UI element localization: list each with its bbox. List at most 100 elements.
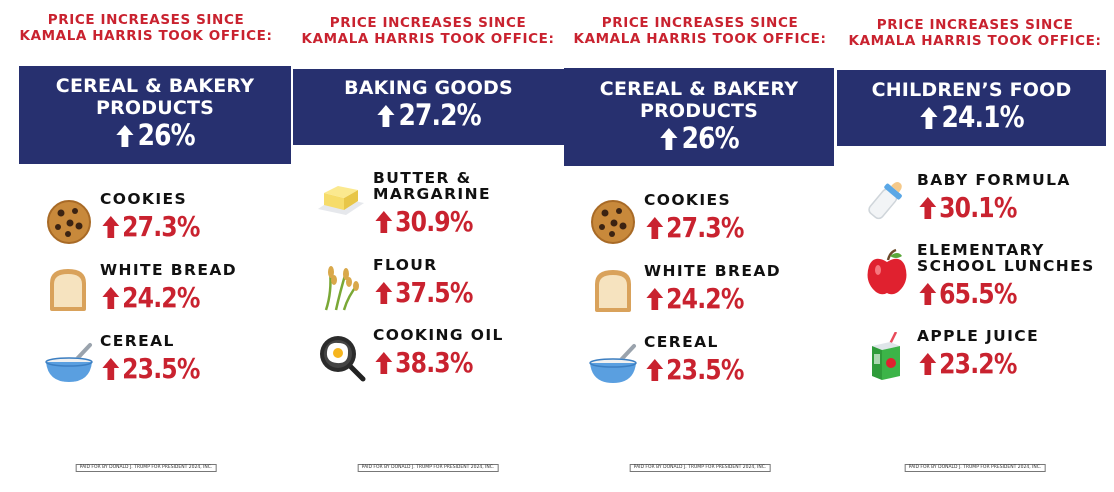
headline-line: KAMALA HARRIS TOOK OFFICE: — [573, 31, 827, 47]
ad-panel: PRICE INCREASES SINCE KAMALA HARRIS TOOK… — [292, 0, 564, 492]
item-value: 30.9% — [375, 207, 473, 237]
item-value: 27.3% — [102, 212, 200, 242]
category-value: 24.1% — [856, 101, 1087, 133]
item-value-text: 24.2% — [666, 282, 744, 315]
arrow-up-icon — [375, 282, 393, 304]
item-value: 38.3% — [375, 348, 473, 378]
disclaimer: PAID FOR BY DONALD J. TRUMP FOR PRESIDEN… — [904, 464, 1046, 472]
item-value-text: 23.5% — [666, 353, 744, 386]
headline-line: KAMALA HARRIS TOOK OFFICE: — [301, 31, 555, 47]
butter-icon — [318, 186, 364, 215]
frying-pan-icon — [320, 336, 366, 382]
wheat-icon — [324, 266, 359, 311]
item-value: 23.5% — [102, 354, 200, 384]
bread-icon — [595, 270, 631, 312]
apple-icon — [867, 248, 907, 295]
headline-line: KAMALA HARRIS TOOK OFFICE: — [19, 28, 273, 44]
cereal-bowl-icon — [589, 344, 637, 383]
category-value-text: 27.2% — [398, 98, 482, 132]
item-label: BUTTER & — [373, 169, 472, 187]
arrow-up-icon — [376, 105, 395, 127]
headline-line: KAMALA HARRIS TOOK OFFICE: — [848, 33, 1102, 49]
disclaimer: PAID FOR BY DONALD J. TRUMP FOR PRESIDEN… — [75, 464, 217, 472]
arrow-up-icon — [646, 359, 664, 381]
item-label: APPLE JUICE — [917, 327, 1040, 345]
arrow-up-icon — [646, 217, 664, 239]
baby-bottle-icon — [868, 182, 902, 220]
arrow-up-icon — [919, 107, 938, 129]
category-value: 26% — [583, 122, 815, 154]
category-value-text: 26% — [137, 118, 196, 152]
category-value-text: 24.1% — [941, 100, 1025, 134]
category-name: CHILDREN’S FOOD — [871, 79, 1072, 101]
item-value-text: 37.5% — [395, 276, 473, 309]
item-label: FLOUR — [373, 256, 438, 274]
category-name: BAKING GOODS — [344, 77, 513, 99]
arrow-up-icon — [102, 287, 120, 309]
item-value: 23.2% — [919, 349, 1017, 379]
disclaimer: PAID FOR BY DONALD J. TRUMP FOR PRESIDEN… — [629, 464, 771, 472]
category-value: 27.2% — [312, 99, 545, 131]
item-value: 37.5% — [375, 278, 473, 308]
item-label: COOKIES — [644, 191, 732, 209]
arrow-up-icon — [102, 216, 120, 238]
category-banner: CHILDREN’S FOOD 24.1% — [837, 70, 1106, 146]
item-value-text: 23.2% — [939, 347, 1017, 380]
item-value: 24.2% — [102, 283, 200, 313]
item-value-text: 30.1% — [939, 191, 1017, 224]
item-value: 65.5% — [919, 279, 1017, 309]
headline-line: PRICE INCREASES SINCE — [329, 15, 527, 31]
item-label: ELEMENTARY — [917, 241, 1045, 259]
headline-line: PRICE INCREASES SINCE — [47, 12, 245, 28]
item-label: CEREAL — [100, 332, 175, 350]
category-name: PRODUCTS — [95, 97, 215, 119]
category-name: CEREAL & BAKERY — [599, 78, 799, 100]
item-value: 23.5% — [646, 355, 744, 385]
item-value-text: 38.3% — [395, 346, 473, 379]
arrow-up-icon — [919, 353, 937, 375]
item-value-text: 27.3% — [666, 211, 744, 244]
headline: PRICE INCREASES SINCE KAMALA HARRIS TOOK… — [836, 17, 1114, 49]
arrow-up-icon — [659, 128, 678, 150]
item-label: BABY FORMULA — [917, 171, 1071, 189]
arrow-up-icon — [919, 283, 937, 305]
category-value: 26% — [38, 119, 272, 151]
category-name: CEREAL & BAKERY — [55, 75, 255, 97]
item-value-text: 24.2% — [122, 281, 200, 314]
category-name: PRODUCTS — [639, 100, 759, 122]
item-label: COOKING OIL — [373, 326, 504, 344]
item-value: 24.2% — [646, 284, 744, 314]
arrow-up-icon — [102, 358, 120, 380]
arrow-up-icon — [919, 197, 937, 219]
ad-panel: PRICE INCREASES SINCE KAMALA HARRIS TOOK… — [564, 0, 836, 492]
headline: PRICE INCREASES SINCE KAMALA HARRIS TOOK… — [0, 12, 292, 44]
juice-box-icon — [872, 332, 900, 380]
category-banner: CEREAL & BAKERY PRODUCTS 26% — [564, 68, 834, 166]
item-label: CEREAL — [644, 333, 719, 351]
item-value: 30.1% — [919, 193, 1017, 223]
category-banner: BAKING GOODS 27.2% — [293, 69, 564, 145]
category-banner: CEREAL & BAKERY PRODUCTS 26% — [19, 66, 291, 164]
arrow-up-icon — [375, 211, 393, 233]
headline-line: PRICE INCREASES SINCE — [601, 15, 799, 31]
item-label: COOKIES — [100, 190, 188, 208]
item-value-text: 27.3% — [122, 210, 200, 243]
item-label: WHITE BREAD — [644, 262, 781, 280]
arrow-up-icon — [646, 288, 664, 310]
item-value-text: 65.5% — [939, 277, 1017, 310]
category-value-text: 26% — [681, 121, 740, 155]
item-label: WHITE BREAD — [100, 261, 237, 279]
arrow-up-icon — [375, 352, 393, 374]
item-label: MARGARINE — [373, 185, 491, 203]
disclaimer: PAID FOR BY DONALD J. TRUMP FOR PRESIDEN… — [357, 464, 499, 472]
cookie-icon — [47, 200, 91, 244]
headline: PRICE INCREASES SINCE KAMALA HARRIS TOOK… — [564, 15, 836, 47]
arrow-up-icon — [115, 125, 134, 147]
headline: PRICE INCREASES SINCE KAMALA HARRIS TOOK… — [292, 15, 564, 47]
item-value-text: 30.9% — [395, 205, 473, 238]
bread-icon — [50, 269, 86, 311]
ad-panel: PRICE INCREASES SINCE KAMALA HARRIS TOOK… — [836, 0, 1114, 492]
item-value-text: 23.5% — [122, 352, 200, 385]
headline-line: PRICE INCREASES SINCE — [876, 17, 1074, 33]
ad-panel: PRICE INCREASES SINCE KAMALA HARRIS TOOK… — [0, 0, 292, 492]
